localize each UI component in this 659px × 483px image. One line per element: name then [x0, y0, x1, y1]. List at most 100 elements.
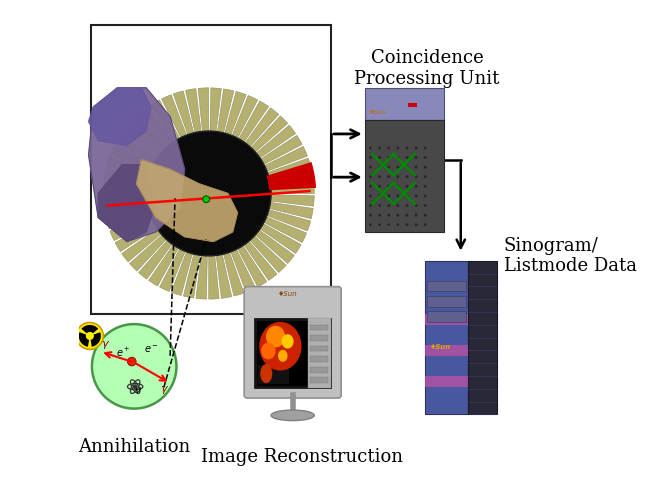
Circle shape: [424, 175, 426, 178]
Wedge shape: [267, 210, 310, 231]
Circle shape: [127, 357, 136, 366]
Circle shape: [424, 223, 426, 226]
Text: $e^-$: $e^-$: [144, 344, 158, 355]
Bar: [91, 26, 331, 313]
Wedge shape: [138, 240, 172, 279]
Text: Coincidence
Processing Unit: Coincidence Processing Unit: [355, 49, 500, 88]
Circle shape: [397, 175, 399, 178]
Bar: [427, 312, 465, 322]
Bar: [425, 376, 468, 387]
Bar: [425, 345, 468, 356]
Wedge shape: [115, 223, 157, 252]
Circle shape: [369, 223, 372, 226]
Wedge shape: [264, 217, 306, 242]
Wedge shape: [271, 195, 314, 206]
Bar: [427, 296, 465, 307]
Circle shape: [387, 156, 390, 159]
Circle shape: [397, 204, 399, 207]
Circle shape: [378, 223, 381, 226]
Wedge shape: [106, 209, 150, 229]
Wedge shape: [103, 181, 147, 192]
Circle shape: [369, 175, 372, 178]
Circle shape: [397, 166, 399, 169]
Wedge shape: [122, 229, 161, 262]
Wedge shape: [268, 158, 311, 179]
Wedge shape: [216, 255, 232, 298]
Circle shape: [415, 213, 418, 216]
Wedge shape: [238, 245, 267, 287]
Wedge shape: [198, 88, 209, 131]
Circle shape: [415, 156, 418, 159]
Text: Sinogram/
Listmode Data: Sinogram/ Listmode Data: [504, 237, 637, 275]
Bar: [310, 325, 328, 330]
Bar: [310, 335, 328, 341]
Text: $\nu$: $\nu$: [134, 384, 142, 395]
Wedge shape: [123, 124, 162, 157]
Circle shape: [378, 185, 381, 188]
Wedge shape: [225, 91, 246, 135]
Circle shape: [387, 213, 390, 216]
Bar: [364, 119, 444, 232]
Circle shape: [415, 175, 418, 178]
Wedge shape: [261, 135, 302, 165]
Circle shape: [378, 204, 381, 207]
Wedge shape: [150, 100, 180, 142]
Circle shape: [369, 156, 372, 159]
Wedge shape: [270, 202, 313, 219]
Circle shape: [378, 175, 381, 178]
Wedge shape: [271, 183, 314, 194]
Circle shape: [203, 196, 210, 202]
Wedge shape: [266, 162, 316, 190]
Wedge shape: [171, 252, 192, 296]
Wedge shape: [159, 249, 185, 291]
Wedge shape: [185, 88, 201, 132]
Circle shape: [87, 333, 93, 339]
Circle shape: [387, 166, 390, 169]
Circle shape: [146, 131, 271, 256]
Circle shape: [387, 146, 390, 149]
Circle shape: [397, 223, 399, 226]
Ellipse shape: [271, 410, 314, 421]
Bar: [258, 365, 289, 384]
Wedge shape: [110, 215, 153, 241]
Circle shape: [369, 213, 372, 216]
Circle shape: [415, 223, 418, 226]
Circle shape: [424, 185, 426, 188]
Circle shape: [369, 166, 372, 169]
Circle shape: [369, 185, 372, 188]
Wedge shape: [79, 332, 89, 347]
Circle shape: [405, 175, 409, 178]
Circle shape: [369, 195, 372, 198]
Wedge shape: [161, 95, 186, 138]
Ellipse shape: [259, 322, 302, 370]
Ellipse shape: [260, 364, 272, 383]
Circle shape: [405, 213, 409, 216]
Circle shape: [378, 195, 381, 198]
Wedge shape: [264, 146, 307, 171]
Wedge shape: [244, 241, 277, 281]
Circle shape: [405, 204, 409, 207]
Circle shape: [405, 185, 409, 188]
Circle shape: [378, 156, 381, 159]
Circle shape: [424, 146, 426, 149]
Circle shape: [415, 185, 418, 188]
Circle shape: [378, 166, 381, 169]
Wedge shape: [256, 125, 296, 158]
Circle shape: [424, 204, 426, 207]
Circle shape: [424, 156, 426, 159]
Wedge shape: [173, 91, 194, 135]
Bar: [254, 318, 331, 388]
Bar: [425, 314, 468, 325]
Wedge shape: [103, 194, 146, 204]
Circle shape: [378, 213, 381, 216]
Circle shape: [92, 324, 177, 409]
Wedge shape: [116, 133, 158, 163]
Wedge shape: [223, 252, 244, 296]
Circle shape: [424, 166, 426, 169]
Circle shape: [387, 204, 390, 207]
Circle shape: [415, 146, 418, 149]
Wedge shape: [149, 245, 179, 286]
Wedge shape: [231, 249, 256, 292]
Circle shape: [387, 175, 390, 178]
Circle shape: [405, 156, 409, 159]
